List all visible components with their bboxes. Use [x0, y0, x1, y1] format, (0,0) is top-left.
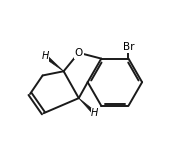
Polygon shape	[79, 98, 96, 115]
Polygon shape	[44, 55, 64, 71]
Text: O: O	[75, 48, 83, 58]
Text: H: H	[91, 108, 98, 118]
Text: H: H	[42, 51, 49, 61]
Text: Br: Br	[123, 42, 134, 52]
